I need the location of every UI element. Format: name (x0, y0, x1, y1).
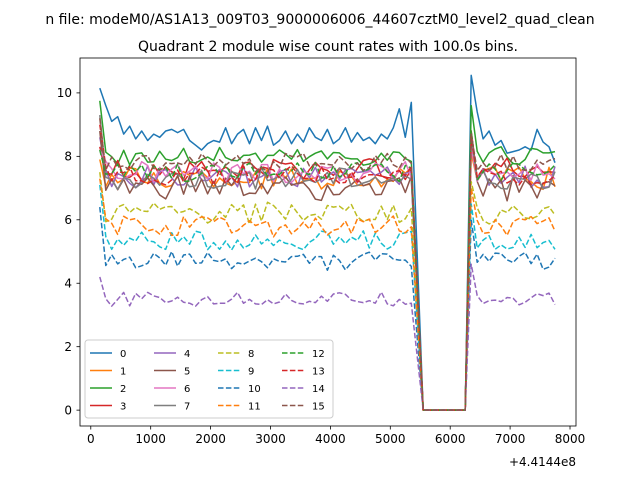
x-tick-label: 7000 (495, 432, 526, 446)
legend-label-4: 4 (184, 349, 190, 360)
legend-label-14: 14 (312, 384, 325, 395)
series-line-10 (99, 207, 556, 411)
chart-suptitle: n file: modeM0/AS1A13_009T03_9000006006_… (45, 12, 594, 28)
series-line-2 (99, 100, 556, 411)
legend-label-12: 12 (312, 349, 325, 360)
legend-label-5: 5 (184, 367, 190, 378)
chart-title: Quadrant 2 module wise count rates with … (138, 39, 518, 55)
x-tick-label: 5000 (375, 432, 406, 446)
legend-label-7: 7 (184, 402, 190, 413)
x-tick-label: 0 (87, 432, 95, 446)
y-tick-label: 2 (64, 340, 72, 354)
legend-label-1: 1 (120, 367, 126, 378)
y-tick-label: 10 (57, 86, 72, 100)
axes-frame (79, 57, 577, 427)
legend-label-15: 15 (312, 402, 325, 413)
legend-label-8: 8 (248, 349, 254, 360)
x-tick-label: 3000 (255, 432, 286, 446)
series-line-12 (99, 130, 556, 411)
x-tick-label: 6000 (435, 432, 466, 446)
legend-label-9: 9 (248, 367, 254, 378)
legend-label-6: 6 (184, 384, 190, 395)
legend-label-13: 13 (312, 367, 325, 378)
x-tick-label: 1000 (135, 432, 166, 446)
y-tick-label: 6 (64, 213, 72, 227)
series-line-5 (99, 130, 556, 411)
legend-label-11: 11 (248, 402, 261, 413)
legend-label-0: 0 (120, 349, 126, 360)
legend-label-10: 10 (248, 384, 261, 395)
x-tick-label: 2000 (195, 432, 226, 446)
legend-label-3: 3 (120, 402, 126, 413)
y-tick-label: 8 (64, 150, 72, 164)
y-tick-label: 4 (64, 277, 72, 291)
series-line-8 (99, 172, 556, 411)
series-line-13 (99, 124, 556, 411)
x-tick-label: 8000 (555, 432, 586, 446)
legend-box (84, 339, 334, 419)
series-line-0 (99, 74, 556, 411)
y-tick-label: 0 (64, 403, 72, 417)
legend-label-2: 2 (120, 384, 126, 395)
series-lines (99, 74, 556, 411)
series-line-14 (99, 263, 556, 411)
series-line-11 (99, 178, 556, 411)
series-line-15 (99, 118, 556, 411)
plot-area: 0 1000 2000 3000 4000 5000 6000 7000 80000246810… (57, 57, 586, 446)
x-offset-label: +4.4144e8 (509, 455, 576, 469)
x-tick-label: 4000 (315, 432, 346, 446)
